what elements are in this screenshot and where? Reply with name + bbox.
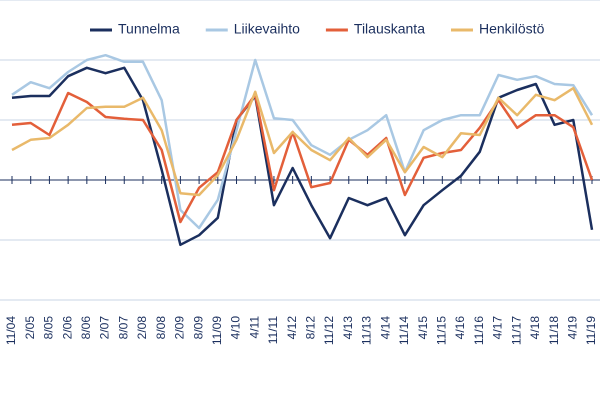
- series-line: [11, 53, 594, 230]
- x-tick-label: 11/18: [547, 316, 561, 345]
- x-tick-label: 2/08: [135, 316, 149, 340]
- legend-label: Tunnelma: [118, 21, 180, 37]
- x-tick-label: 4/16: [453, 316, 467, 340]
- x-tick-label: 11/14: [397, 316, 411, 345]
- x-tick-label: 11/17: [509, 316, 523, 345]
- x-tick-label: 11/16: [472, 316, 486, 345]
- x-tick-label: 11/15: [434, 316, 448, 345]
- x-tick-label: 4/19: [565, 316, 579, 340]
- x-tick-label: 11/04: [4, 316, 18, 345]
- x-tick-label: 8/05: [42, 316, 56, 340]
- legend-label: Henkilöstö: [479, 21, 545, 37]
- x-tick-label: 8/06: [79, 316, 93, 340]
- x-tick-label: 11/19: [584, 316, 598, 345]
- x-tick-label: 4/14: [378, 316, 392, 340]
- x-tick-label: 11/11: [266, 316, 280, 345]
- series-line: [11, 86, 594, 197]
- x-tick-label: 4/12: [285, 316, 299, 340]
- x-tick-label: 2/05: [23, 316, 37, 340]
- x-tick-label: 11/13: [360, 316, 374, 345]
- x-tick-label: 4/13: [341, 316, 355, 340]
- x-tick-label: 4/17: [491, 316, 505, 340]
- legend-label: Tilauskanta: [354, 21, 425, 37]
- legend-label: Liikevaihto: [234, 21, 300, 37]
- x-tick-label: 4/15: [416, 316, 430, 340]
- x-tick-label: 8/09: [191, 316, 205, 340]
- x-tick-label: 2/07: [98, 316, 112, 340]
- series-line: [11, 91, 594, 224]
- x-tick-label: 8/08: [154, 316, 168, 340]
- x-tick-label: 11/12: [322, 316, 336, 345]
- x-tick-label: 8/12: [304, 316, 318, 340]
- x-tick-label: 11/09: [210, 316, 224, 345]
- x-tick-label: 4/10: [229, 316, 243, 340]
- x-tick-label: 4/18: [528, 316, 542, 340]
- x-tick-label: 4/11: [247, 316, 261, 339]
- x-tick-label: 2/06: [60, 316, 74, 340]
- x-tick-label: 2/09: [173, 316, 187, 340]
- x-tick-label: 8/07: [116, 316, 130, 340]
